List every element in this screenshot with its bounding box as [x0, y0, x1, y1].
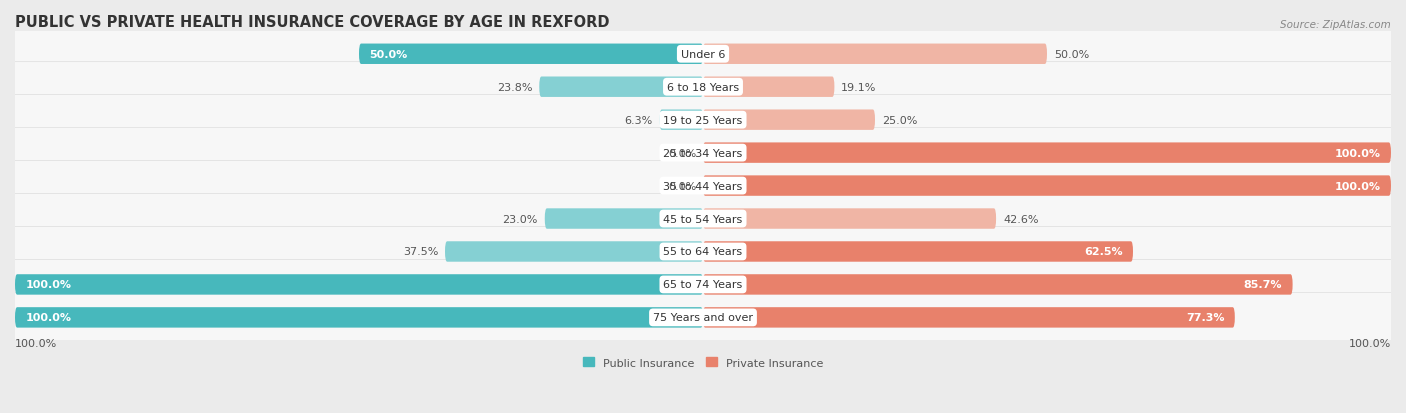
FancyBboxPatch shape	[703, 176, 1391, 196]
FancyBboxPatch shape	[703, 143, 1391, 164]
Text: 100.0%: 100.0%	[1334, 181, 1381, 191]
Text: 85.7%: 85.7%	[1244, 280, 1282, 290]
FancyBboxPatch shape	[544, 209, 703, 229]
FancyBboxPatch shape	[6, 293, 1400, 343]
Text: 0.0%: 0.0%	[668, 181, 696, 191]
FancyBboxPatch shape	[15, 275, 703, 295]
Text: 65 to 74 Years: 65 to 74 Years	[664, 280, 742, 290]
FancyBboxPatch shape	[6, 62, 1400, 112]
Text: 45 to 54 Years: 45 to 54 Years	[664, 214, 742, 224]
Text: 55 to 64 Years: 55 to 64 Years	[664, 247, 742, 257]
Text: 6.3%: 6.3%	[624, 115, 652, 126]
Text: 62.5%: 62.5%	[1084, 247, 1122, 257]
FancyBboxPatch shape	[703, 307, 1234, 328]
FancyBboxPatch shape	[6, 30, 1400, 80]
Text: 25.0%: 25.0%	[882, 115, 917, 126]
Text: 0.0%: 0.0%	[668, 148, 696, 158]
FancyBboxPatch shape	[703, 110, 875, 131]
Legend: Public Insurance, Private Insurance: Public Insurance, Private Insurance	[579, 353, 827, 372]
Text: 50.0%: 50.0%	[370, 50, 408, 59]
Text: 50.0%: 50.0%	[1054, 50, 1090, 59]
FancyBboxPatch shape	[446, 242, 703, 262]
Text: 77.3%: 77.3%	[1187, 313, 1225, 323]
Text: 75 Years and over: 75 Years and over	[652, 313, 754, 323]
FancyBboxPatch shape	[540, 77, 703, 98]
Text: 35 to 44 Years: 35 to 44 Years	[664, 181, 742, 191]
Text: 100.0%: 100.0%	[15, 338, 58, 348]
FancyBboxPatch shape	[703, 275, 1292, 295]
FancyBboxPatch shape	[359, 45, 703, 65]
FancyBboxPatch shape	[659, 110, 703, 131]
Text: PUBLIC VS PRIVATE HEALTH INSURANCE COVERAGE BY AGE IN REXFORD: PUBLIC VS PRIVATE HEALTH INSURANCE COVER…	[15, 15, 609, 30]
FancyBboxPatch shape	[703, 77, 834, 98]
FancyBboxPatch shape	[15, 307, 703, 328]
Text: 100.0%: 100.0%	[1334, 148, 1381, 158]
Text: 19.1%: 19.1%	[841, 83, 877, 93]
FancyBboxPatch shape	[6, 128, 1400, 178]
Text: 23.0%: 23.0%	[502, 214, 538, 224]
Text: 100.0%: 100.0%	[25, 280, 72, 290]
FancyBboxPatch shape	[6, 95, 1400, 145]
Text: 100.0%: 100.0%	[1348, 338, 1391, 348]
Text: 100.0%: 100.0%	[25, 313, 72, 323]
Text: 42.6%: 42.6%	[1002, 214, 1039, 224]
FancyBboxPatch shape	[6, 194, 1400, 244]
FancyBboxPatch shape	[703, 45, 1047, 65]
Text: Source: ZipAtlas.com: Source: ZipAtlas.com	[1281, 20, 1391, 30]
Text: 23.8%: 23.8%	[496, 83, 533, 93]
FancyBboxPatch shape	[703, 209, 995, 229]
Text: 6 to 18 Years: 6 to 18 Years	[666, 83, 740, 93]
Text: 25 to 34 Years: 25 to 34 Years	[664, 148, 742, 158]
FancyBboxPatch shape	[6, 227, 1400, 277]
FancyBboxPatch shape	[703, 242, 1133, 262]
FancyBboxPatch shape	[6, 161, 1400, 211]
FancyBboxPatch shape	[6, 260, 1400, 310]
Text: 19 to 25 Years: 19 to 25 Years	[664, 115, 742, 126]
Text: Under 6: Under 6	[681, 50, 725, 59]
Text: 37.5%: 37.5%	[402, 247, 439, 257]
